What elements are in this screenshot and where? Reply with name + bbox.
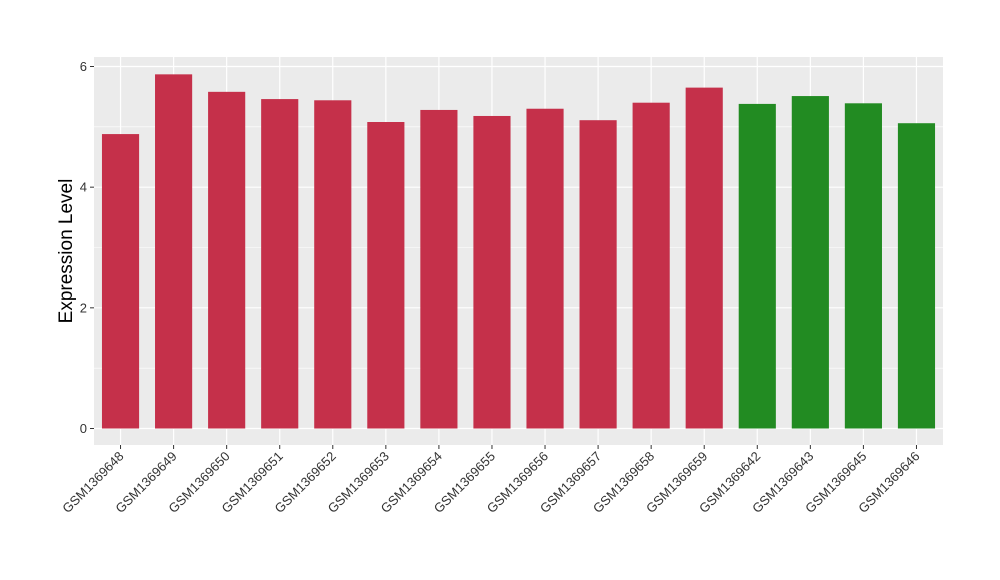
bar-GSM1369650 [208, 91, 246, 429]
bar-GSM1369643 [791, 96, 829, 429]
bar-GSM1369648 [101, 134, 140, 429]
y-tick-label: 6 [80, 59, 87, 74]
y-axis-title: Expression Level [56, 179, 77, 324]
bars [101, 74, 936, 429]
bar-GSM1369645 [844, 103, 882, 429]
bar-GSM1369652 [314, 100, 352, 429]
y-tick-label: 0 [80, 421, 87, 436]
bar-GSM1369651 [261, 99, 299, 429]
y-tick-label: 4 [80, 180, 87, 195]
bar-GSM1369657 [579, 120, 617, 429]
bar-GSM1369658 [632, 102, 670, 429]
bar-GSM1369659 [685, 87, 723, 429]
bar-GSM1369649 [155, 74, 193, 429]
bar-GSM1369642 [738, 103, 776, 429]
x-axis: GSM1369648GSM1369649GSM1369650GSM1369651… [59, 445, 923, 516]
bar-GSM1369646 [897, 123, 936, 429]
bar-GSM1369655 [473, 115, 511, 429]
y-axis: 0 2 4 6 [80, 59, 94, 436]
bar-GSM1369653 [367, 122, 405, 429]
y-tick-label: 2 [80, 300, 87, 315]
bar-GSM1369654 [420, 109, 458, 429]
bar-GSM1369656 [526, 108, 564, 429]
